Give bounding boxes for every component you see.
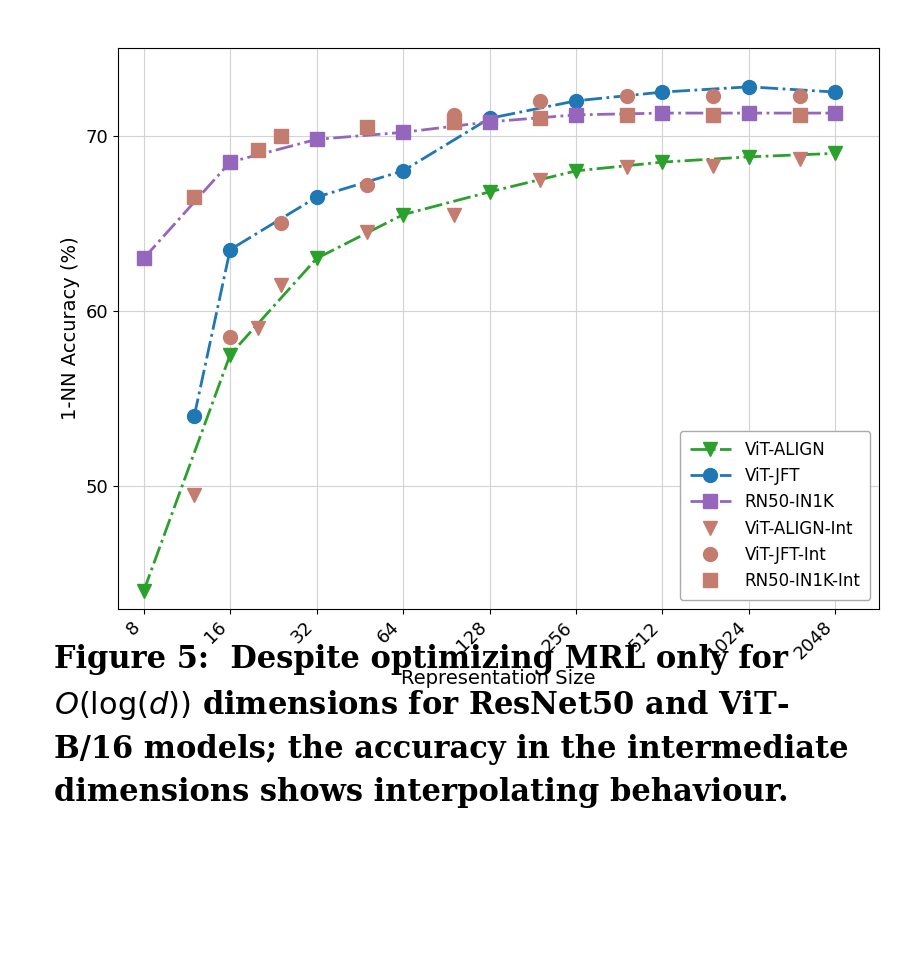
RN50-IN1K-Int [361,122,372,133]
Line: ViT-ALIGN: ViT-ALIGN [137,147,843,598]
Line: ViT-ALIGN-Int: ViT-ALIGN-Int [188,152,806,501]
ViT-JFT [484,112,495,124]
Line: ViT-JFT: ViT-JFT [188,80,843,423]
RN50-IN1K [225,156,236,168]
RN50-IN1K [744,107,755,119]
RN50-IN1K [484,116,495,128]
ViT-JFT-Int [794,90,805,101]
RN50-IN1K [311,133,322,145]
ViT-ALIGN [225,349,236,360]
ViT-ALIGN [311,252,322,264]
RN50-IN1K-Int [253,144,264,156]
ViT-JFT-Int [361,179,372,190]
ViT-ALIGN [484,186,495,198]
ViT-JFT [225,243,236,255]
ViT-JFT-Int [225,331,236,343]
Text: Figure 5:  Despite optimizing MRL only for
$O(\log(d))$ dimensions for ResNet50 : Figure 5: Despite optimizing MRL only fo… [54,644,849,808]
ViT-ALIGN-Int [253,323,264,334]
ViT-ALIGN-Int [188,489,199,500]
Y-axis label: 1-NN Accuracy (%): 1-NN Accuracy (%) [61,237,80,420]
ViT-JFT-Int [708,90,718,101]
RN50-IN1K [657,107,668,119]
RN50-IN1K-Int [708,109,718,121]
ViT-ALIGN [398,209,409,220]
X-axis label: Representation Size: Representation Size [401,668,595,688]
RN50-IN1K-Int [275,130,286,142]
RN50-IN1K-Int [622,109,632,121]
ViT-JFT [830,86,841,98]
ViT-ALIGN-Int [794,153,805,164]
ViT-JFT [398,165,409,177]
ViT-ALIGN-Int [535,174,545,185]
Line: ViT-JFT-Int: ViT-JFT-Int [223,89,806,344]
RN50-IN1K-Int [535,112,545,124]
RN50-IN1K [398,127,409,138]
ViT-JFT [744,81,755,93]
ViT-ALIGN-Int [708,159,718,171]
RN50-IN1K [830,107,841,119]
RN50-IN1K-Int [188,191,199,203]
ViT-ALIGN-Int [361,226,372,238]
ViT-JFT-Int [448,109,459,121]
ViT-ALIGN-Int [448,209,459,220]
RN50-IN1K-Int [794,109,805,121]
ViT-ALIGN [657,156,668,168]
ViT-ALIGN-Int [275,279,286,291]
ViT-JFT-Int [535,95,545,106]
Line: RN50-IN1K-Int: RN50-IN1K-Int [188,108,806,204]
ViT-ALIGN [139,585,149,597]
ViT-JFT [311,191,322,203]
ViT-JFT-Int [275,217,286,229]
ViT-JFT [571,95,582,106]
ViT-ALIGN [830,148,841,159]
Line: RN50-IN1K: RN50-IN1K [137,106,843,266]
RN50-IN1K-Int [448,116,459,128]
RN50-IN1K [571,109,582,121]
ViT-JFT [657,86,668,98]
ViT-ALIGN [571,165,582,177]
ViT-ALIGN [744,151,755,162]
ViT-JFT [188,411,199,422]
ViT-ALIGN-Int [622,161,632,173]
ViT-JFT-Int [622,90,632,101]
Legend: ViT-ALIGN, ViT-JFT, RN50-IN1K, ViT-ALIGN-Int, ViT-JFT-Int, RN50-IN1K-Int: ViT-ALIGN, ViT-JFT, RN50-IN1K, ViT-ALIGN… [680,431,871,600]
RN50-IN1K [139,252,149,264]
